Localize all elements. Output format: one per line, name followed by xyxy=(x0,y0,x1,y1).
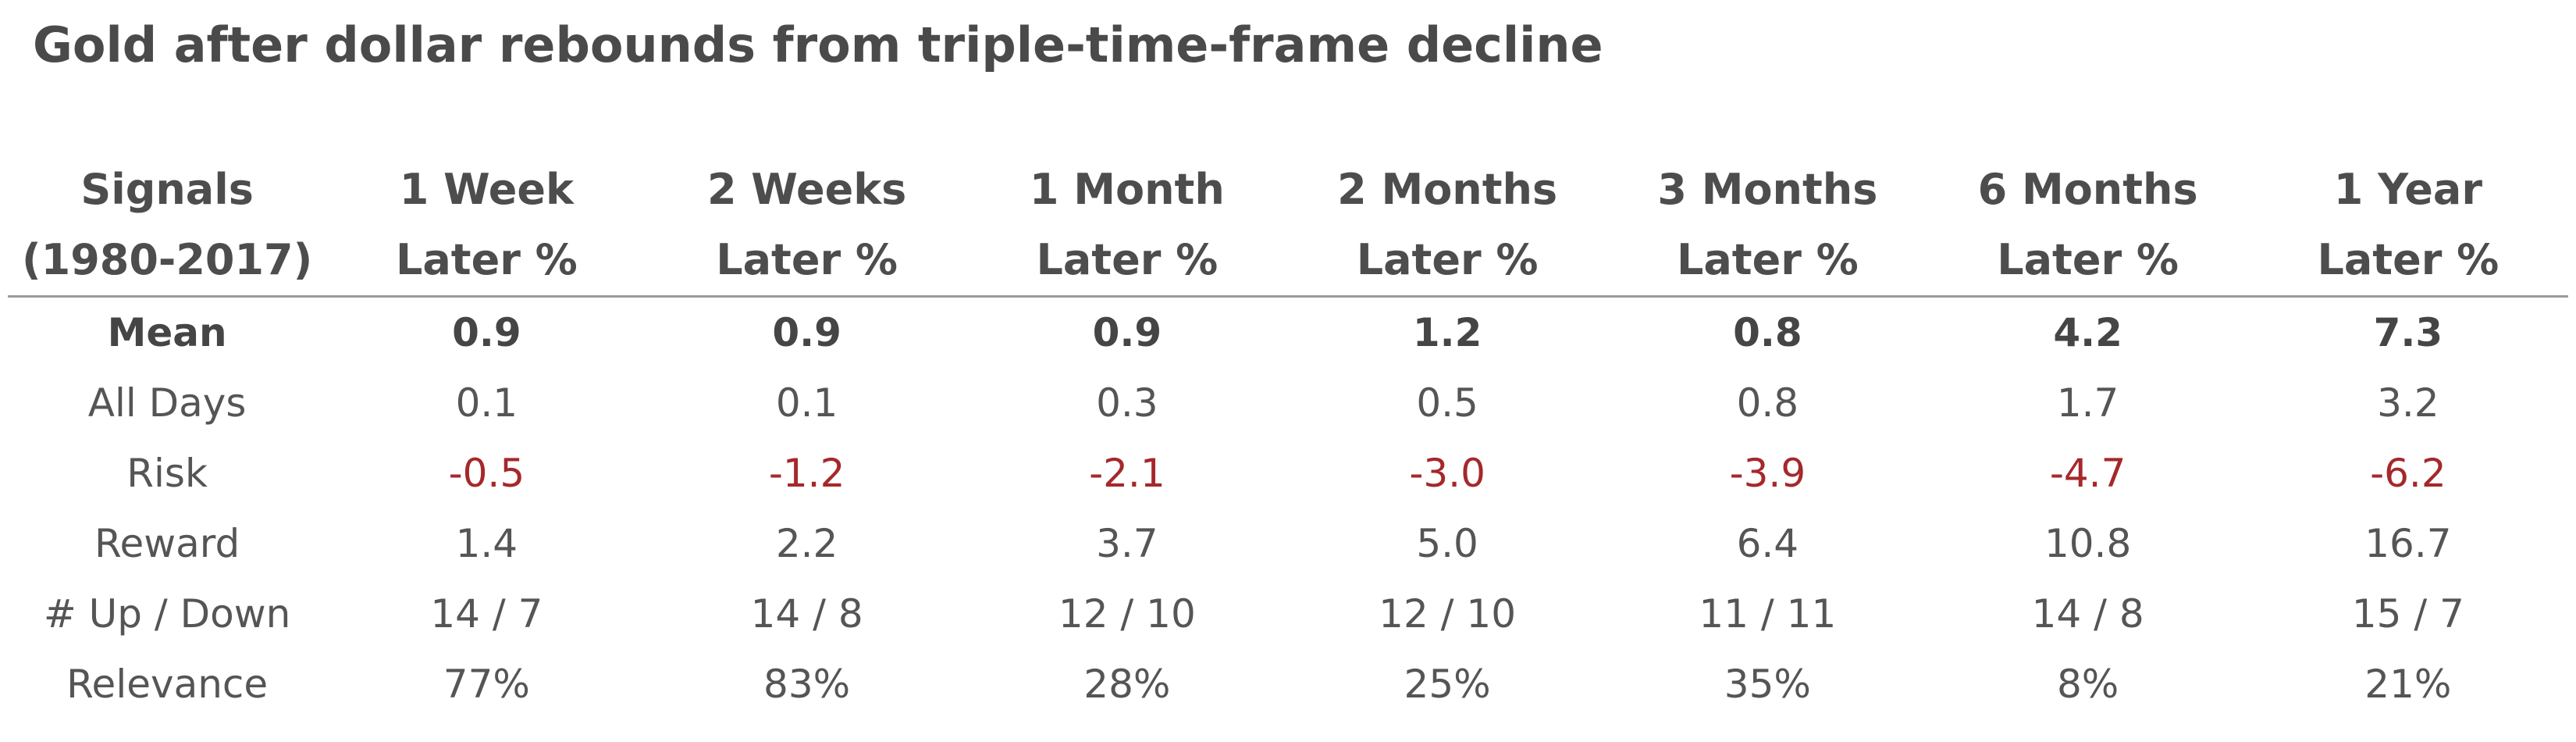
table-cell: 0.9 xyxy=(772,310,841,355)
table-cell: 0.8 xyxy=(1733,310,1802,355)
header-2-weeks: 2 Weeks Later % xyxy=(646,155,967,298)
header-1-week: 1 Week Later % xyxy=(326,155,647,298)
row-label: Reward xyxy=(94,521,240,566)
table-cell: 5.0 xyxy=(1416,521,1478,566)
table-row-risk: Risk -0.5 -1.2 -2.1 -3.0 -3.9 -4.7 -6.2 xyxy=(8,438,2568,508)
table-header-row: Signals (1980-2017) 1 Week Later % 2 Wee… xyxy=(8,155,2568,298)
table-cell: 12 / 10 xyxy=(1379,591,1517,637)
header-line: 3 Months xyxy=(1657,165,1878,214)
header-line: Later % xyxy=(1036,235,1219,284)
table-cell: 14 / 8 xyxy=(2031,591,2144,637)
table-cell: 83% xyxy=(763,662,851,707)
table-cell: -2.1 xyxy=(1089,451,1165,496)
header-line: 6 Months xyxy=(1977,165,2198,214)
row-label: Risk xyxy=(126,451,208,496)
header-line: Later % xyxy=(716,235,898,284)
table-cell: -4.7 xyxy=(2049,451,2126,496)
row-label: Relevance xyxy=(66,662,269,707)
header-line: 1 Week xyxy=(399,165,574,214)
table-cell: 35% xyxy=(1724,662,1811,707)
header-line: 2 Months xyxy=(1337,165,1558,214)
table-cell: 28% xyxy=(1083,662,1171,707)
header-line: Later % xyxy=(395,235,578,284)
table-cell: 16.7 xyxy=(2364,521,2452,566)
table-cell: 0.5 xyxy=(1416,380,1478,426)
table-cell: 3.7 xyxy=(1096,521,1158,566)
table-cell: 25% xyxy=(1404,662,1491,707)
table-row-up-down: # Up / Down 14 / 7 14 / 8 12 / 10 12 / 1… xyxy=(8,579,2568,649)
header-1-year: 1 Year Later % xyxy=(2247,155,2568,298)
row-label: All Days xyxy=(87,380,247,426)
page-title: Gold after dollar rebounds from triple-t… xyxy=(33,16,1603,73)
table-cell: -6.2 xyxy=(2370,451,2446,496)
table-cell: 21% xyxy=(2364,662,2452,707)
table-cell: -1.2 xyxy=(768,451,845,496)
table-cell: 10.8 xyxy=(2044,521,2132,566)
header-line: 2 Weeks xyxy=(706,165,907,214)
table-cell: 6.4 xyxy=(1736,521,1799,566)
table-row-relevance: Relevance 77% 83% 28% 25% 35% 8% 21% xyxy=(8,649,2568,719)
stats-table: Signals (1980-2017) 1 Week Later % 2 Wee… xyxy=(8,155,2568,719)
header-line: Later % xyxy=(1356,235,1539,284)
table-cell: 0.1 xyxy=(775,380,838,426)
header-3-months: 3 Months Later % xyxy=(1607,155,1928,298)
header-line: Later % xyxy=(2317,235,2500,284)
table-cell: 4.2 xyxy=(2053,310,2122,355)
table-cell: 8% xyxy=(2056,662,2119,707)
table-cell: 0.9 xyxy=(1092,310,1162,355)
table-cell: 0.3 xyxy=(1096,380,1158,426)
table-cell: 2.2 xyxy=(775,521,838,566)
table-cell: 0.8 xyxy=(1736,380,1799,426)
table-cell: 1.7 xyxy=(2056,380,2119,426)
table-cell: 1.4 xyxy=(455,521,518,566)
table-cell: 15 / 7 xyxy=(2351,591,2464,637)
table-cell: 0.1 xyxy=(455,380,518,426)
table-row-mean: Mean 0.9 0.9 0.9 1.2 0.8 4.2 7.3 xyxy=(8,297,2568,369)
table-cell: 11 / 11 xyxy=(1699,591,1837,637)
header-line: 1 Month xyxy=(1029,165,1225,214)
header-line: Later % xyxy=(1676,235,1859,284)
row-label: Mean xyxy=(107,310,227,355)
header-line: Signals xyxy=(80,165,254,214)
header-1-month: 1 Month Later % xyxy=(966,155,1287,298)
header-signals: Signals (1980-2017) xyxy=(8,155,327,298)
table-cell: -3.0 xyxy=(1409,451,1485,496)
header-6-months: 6 Months Later % xyxy=(1927,155,2248,298)
table-cell: 14 / 8 xyxy=(750,591,863,637)
table-cell: -0.5 xyxy=(448,451,525,496)
table-cell: 77% xyxy=(443,662,530,707)
table-cell: -3.9 xyxy=(1729,451,1806,496)
table-cell: 7.3 xyxy=(2373,310,2443,355)
table-cell: 12 / 10 xyxy=(1058,591,1196,637)
table-row-reward: Reward 1.4 2.2 3.7 5.0 6.4 10.8 16.7 xyxy=(8,508,2568,579)
header-line: 1 Year xyxy=(2333,165,2482,214)
header-line: Later % xyxy=(1997,235,2179,284)
header-2-months: 2 Months Later % xyxy=(1286,155,1608,298)
table-cell: 3.2 xyxy=(2377,380,2439,426)
table-cell: 1.2 xyxy=(1412,310,1482,355)
header-line: (1980-2017) xyxy=(21,235,313,284)
table-cell: 0.9 xyxy=(452,310,521,355)
table-cell: 14 / 7 xyxy=(430,591,543,637)
row-label: # Up / Down xyxy=(43,591,291,637)
table-row-all-days: All Days 0.1 0.1 0.3 0.5 0.8 1.7 3.2 xyxy=(8,368,2568,438)
